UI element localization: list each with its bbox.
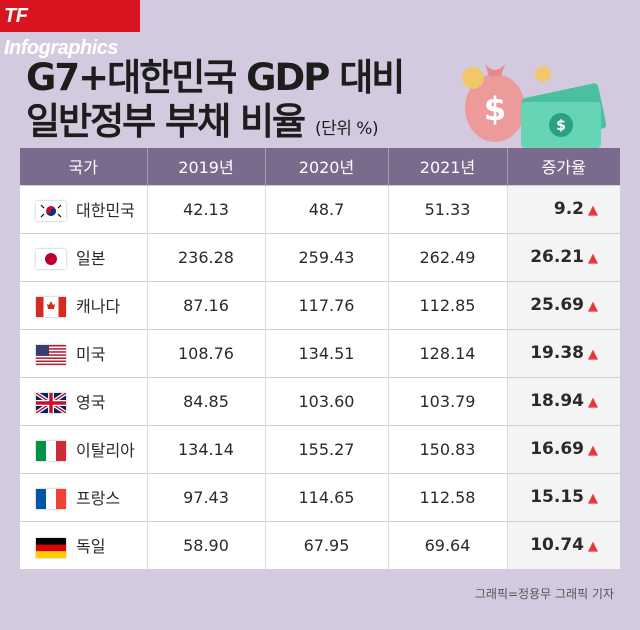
column-header: 2020년 [265, 148, 389, 185]
japan-flag-icon [36, 249, 66, 270]
canada-flag-icon [36, 297, 66, 318]
france-flag-icon [36, 489, 66, 510]
increase-rate: 18.94 [530, 391, 584, 411]
value-2021: 262.49 [388, 232, 508, 281]
country-name: 프랑스 [76, 488, 121, 508]
value-2019: 58.90 [147, 520, 266, 569]
rate-cell: 10.74 ▲ [507, 520, 620, 569]
country-name: 캐나다 [76, 296, 121, 316]
arrow-up-icon: ▲ [588, 443, 598, 458]
value-2019: 42.13 [147, 184, 266, 233]
increase-rate: 16.69 [530, 439, 584, 459]
debt-table: 국가 2019년 2020년 2021년 증가율 대한민국 42.13 48.7… [20, 148, 620, 569]
money-illustration-icon: $ $ [462, 64, 607, 148]
column-header: 2019년 [147, 148, 266, 185]
arrow-up-icon: ▲ [588, 299, 598, 314]
value-2021: 112.58 [388, 472, 508, 521]
table-row: 프랑스 97.43 114.65 112.58 15.15 ▲ [20, 472, 620, 521]
arrow-up-icon: ▲ [588, 491, 598, 506]
increase-rate: 10.74 [530, 535, 584, 556]
svg-text:$: $ [556, 118, 566, 134]
rate-cell: 9.2 ▲ [507, 184, 620, 233]
increase-rate: 19.38 [530, 343, 584, 363]
table-row: 이탈리아 134.14 155.27 150.83 16.69 ▲ [20, 424, 620, 473]
column-header: 국가 [20, 148, 148, 185]
uk-flag-icon [34, 391, 68, 415]
value-2020: 155.27 [265, 424, 389, 473]
country-cell: 프랑스 [20, 472, 148, 521]
increase-rate: 15.15 [530, 487, 584, 507]
value-2020: 67.95 [265, 520, 389, 569]
italy-flag-icon [36, 441, 66, 462]
country-name: 독일 [76, 537, 106, 556]
table-row: 일본 236.28 259.43 262.49 26.21 ▲ [20, 232, 620, 281]
arrow-up-icon: ▲ [588, 203, 598, 218]
country-name: 영국 [76, 392, 106, 412]
value-2019: 236.28 [147, 232, 266, 281]
unit-label: (단위 %) [314, 119, 379, 139]
title-line-1: G7+대한민국 GDP 대비 [26, 56, 405, 99]
country-name: 일본 [76, 248, 106, 268]
value-2020: 117.76 [265, 280, 389, 329]
country-name: 대한민국 [76, 200, 135, 220]
value-2019: 134.14 [147, 424, 266, 473]
column-header: 2021년 [388, 148, 508, 185]
country-cell: 영국 [20, 376, 148, 425]
value-2020: 114.65 [265, 472, 389, 521]
germany-flag-icon [36, 537, 66, 558]
svg-text:$: $ [484, 90, 506, 128]
increase-rate: 9.2 [553, 199, 584, 219]
arrow-up-icon: ▲ [588, 251, 598, 266]
arrow-up-icon: ▲ [588, 395, 598, 410]
value-2021: 103.79 [388, 376, 508, 425]
value-2020: 48.7 [265, 184, 389, 233]
value-2021: 150.83 [388, 424, 508, 473]
value-2020: 134.51 [265, 328, 389, 377]
table-header: 국가 2019년 2020년 2021년 증가율 [20, 148, 620, 185]
table-row: 캐나다 87.16 117.76 112.85 25.69 ▲ [20, 280, 620, 329]
value-2019: 84.85 [147, 376, 266, 425]
value-2019: 87.16 [147, 280, 266, 329]
rate-cell: 25.69 ▲ [507, 280, 620, 329]
table-row: 미국 108.76 134.51 128.14 19.38 ▲ [20, 328, 620, 377]
brand-logo: TF Infographics [0, 0, 140, 59]
title-line-2: 일반정부 부채 비율 [26, 100, 306, 143]
country-cell: 대한민국 [20, 184, 148, 233]
rate-cell: 15.15 ▲ [507, 472, 620, 521]
country-name: 이탈리아 [76, 440, 135, 460]
value-2021: 128.14 [388, 328, 508, 377]
value-2019: 108.76 [147, 328, 266, 377]
table-row: 영국 84.85 103.60 103.79 18.94 ▲ [20, 376, 620, 425]
value-2020: 103.60 [265, 376, 389, 425]
increase-rate: 26.21 [530, 247, 584, 267]
rate-cell: 16.69 ▲ [507, 424, 620, 473]
credit-text: 그래픽=정용무 그래픽 기자 [474, 587, 614, 601]
country-cell: 독일 [20, 520, 148, 569]
arrow-up-icon: ▲ [588, 539, 598, 555]
country-cell: 미국 [20, 328, 148, 377]
table-row: 대한민국 42.13 48.7 51.33 9.2 ▲ [20, 184, 620, 233]
value-2019: 97.43 [147, 472, 266, 521]
rate-cell: 18.94 ▲ [507, 376, 620, 425]
rate-cell: 19.38 ▲ [507, 328, 620, 377]
table-row: 독일 58.90 67.95 69.64 10.74 ▲ [20, 520, 620, 569]
page-title: G7+대한민국 GDP 대비 일반정부 부채 비율 (단위 %) [26, 56, 405, 151]
korea-flag-icon [36, 201, 66, 222]
value-2021: 112.85 [388, 280, 508, 329]
usa-flag-icon [36, 345, 66, 366]
country-name: 미국 [76, 344, 106, 364]
value-2021: 69.64 [388, 520, 508, 569]
rate-cell: 26.21 ▲ [507, 232, 620, 281]
country-cell: 이탈리아 [20, 424, 148, 473]
country-cell: 캐나다 [20, 280, 148, 329]
value-2021: 51.33 [388, 184, 508, 233]
column-header: 증가율 [507, 148, 620, 185]
country-cell: 일본 [20, 232, 148, 281]
increase-rate: 25.69 [530, 295, 584, 315]
arrow-up-icon: ▲ [588, 347, 598, 362]
value-2020: 259.43 [265, 232, 389, 281]
